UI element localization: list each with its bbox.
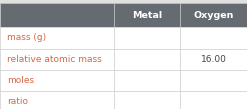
Bar (180, 91, 247, 109)
Bar (0, 70, 114, 91)
Text: mass (g): mass (g) (7, 33, 46, 42)
Bar (180, 49, 247, 70)
Bar (114, 27, 180, 49)
Text: Metal: Metal (132, 11, 162, 20)
Bar (0, 49, 114, 70)
Text: Oxygen: Oxygen (193, 11, 234, 20)
Text: moles: moles (7, 76, 35, 85)
Bar (114, 49, 180, 70)
Text: ratio: ratio (7, 97, 28, 106)
Bar (180, 27, 247, 49)
Bar (0, 91, 114, 109)
Bar (0, 3, 114, 27)
Bar (114, 91, 180, 109)
Bar (180, 3, 247, 27)
Text: relative atomic mass: relative atomic mass (7, 55, 102, 64)
Bar (114, 3, 180, 27)
Bar (180, 70, 247, 91)
Text: 16.00: 16.00 (201, 55, 226, 64)
Bar (0, 27, 114, 49)
Bar (114, 70, 180, 91)
